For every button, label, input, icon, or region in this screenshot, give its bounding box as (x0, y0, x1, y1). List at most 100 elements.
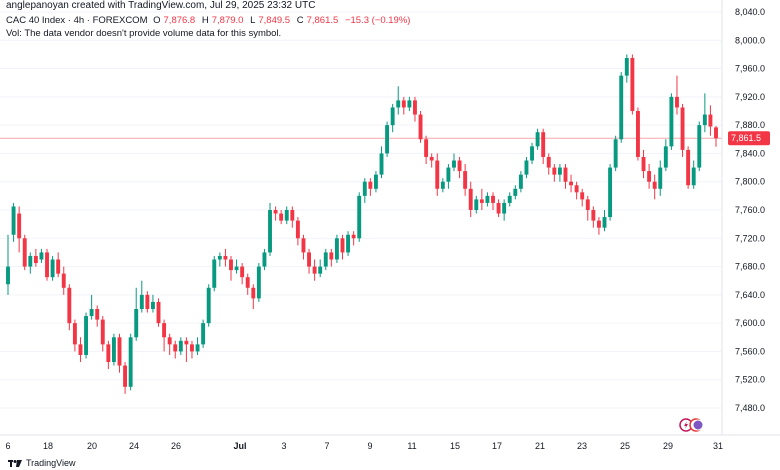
candle-body[interactable] (56, 259, 61, 274)
candle-body[interactable] (390, 107, 395, 126)
candle-body[interactable] (647, 171, 652, 182)
candle-body[interactable] (89, 309, 94, 317)
candle-body[interactable] (563, 167, 568, 182)
candle-body[interactable] (162, 323, 167, 338)
candle-body[interactable] (457, 160, 462, 172)
candle-body[interactable] (295, 220, 300, 239)
candle-body[interactable] (368, 181, 373, 189)
candle-body[interactable] (351, 234, 356, 239)
candle-body[interactable] (541, 132, 546, 157)
candle-body[interactable] (206, 287, 211, 324)
candle-body[interactable] (22, 238, 27, 267)
candle-body[interactable] (373, 174, 378, 189)
candle-body[interactable] (413, 100, 417, 115)
candle-body[interactable] (524, 160, 529, 175)
candle-body[interactable] (557, 167, 562, 175)
candle-body[interactable] (418, 114, 423, 140)
candle-body[interactable] (697, 125, 702, 168)
candle-body[interactable] (229, 259, 233, 271)
candle-body[interactable] (574, 185, 579, 193)
candle-body[interactable] (223, 255, 228, 260)
candle-body[interactable] (602, 217, 607, 228)
candle-body[interactable] (702, 114, 707, 126)
candle-body[interactable] (580, 192, 585, 200)
candle-body[interactable] (708, 114, 713, 127)
candle-body[interactable] (307, 252, 311, 267)
candle-body[interactable] (234, 266, 239, 271)
candle-body[interactable] (613, 139, 618, 168)
candle-body[interactable] (401, 100, 406, 108)
candle-body[interactable] (530, 146, 534, 161)
candle-body[interactable] (128, 337, 133, 387)
candle-body[interactable] (552, 167, 557, 175)
candle-body[interactable] (630, 57, 635, 111)
candle-body[interactable] (479, 199, 484, 203)
candle-body[interactable] (691, 167, 696, 186)
candle-body[interactable] (262, 252, 267, 267)
candle-body[interactable] (273, 210, 278, 214)
candle-body[interactable] (491, 195, 495, 203)
candle-body[interactable] (507, 195, 512, 203)
candle-body[interactable] (468, 188, 473, 210)
candle-body[interactable] (45, 252, 49, 278)
candle-body[interactable] (407, 100, 412, 108)
candle-body[interactable] (50, 259, 55, 278)
candle-body[interactable] (379, 153, 384, 175)
candle-body[interactable] (279, 213, 284, 221)
candle-body[interactable] (485, 195, 490, 203)
candle-body[interactable] (251, 287, 256, 299)
candle-body[interactable] (145, 294, 150, 309)
candle-body[interactable] (675, 96, 679, 108)
candle-body[interactable] (452, 160, 456, 168)
candle-body[interactable] (39, 252, 44, 260)
candle-body[interactable] (95, 309, 100, 320)
candle-body[interactable] (596, 220, 601, 228)
candle-body[interactable] (357, 195, 362, 239)
candle-body[interactable] (190, 344, 194, 352)
candle-body[interactable] (429, 156, 434, 161)
candle-body[interactable] (624, 57, 629, 76)
candle-body[interactable] (117, 337, 122, 366)
candle-body[interactable] (106, 344, 111, 363)
candle-body[interactable] (641, 156, 646, 172)
candle-body[interactable] (318, 266, 323, 274)
candle-body[interactable] (17, 213, 22, 239)
candle-body[interactable] (240, 266, 245, 278)
candle-body[interactable] (385, 125, 390, 154)
candle-body[interactable] (680, 107, 685, 150)
candle-body[interactable] (167, 337, 172, 345)
candle-body[interactable] (195, 344, 200, 352)
candle-body[interactable] (84, 316, 88, 355)
candle-body[interactable] (123, 365, 128, 387)
candle-body[interactable] (502, 202, 507, 214)
candle-body[interactable] (446, 167, 451, 182)
candle-body[interactable] (496, 202, 501, 214)
candle-body[interactable] (435, 160, 440, 189)
candle-body[interactable] (652, 181, 657, 189)
candle-body[interactable] (217, 255, 222, 260)
candle-body[interactable] (268, 210, 272, 253)
candle-body[interactable] (178, 340, 183, 352)
candle-body[interactable] (686, 149, 691, 186)
candle-body[interactable] (535, 132, 540, 147)
candle-body[interactable] (134, 309, 139, 338)
candle-body[interactable] (256, 266, 261, 299)
candle-body[interactable] (463, 171, 468, 189)
candle-body[interactable] (33, 255, 38, 264)
candle-body[interactable] (608, 167, 613, 218)
candle-body[interactable] (173, 344, 178, 352)
candle-body[interactable] (100, 319, 105, 345)
candle-body[interactable] (184, 340, 189, 345)
candle-body[interactable] (474, 199, 479, 210)
candle-body[interactable] (663, 146, 668, 168)
candle-body[interactable] (212, 259, 217, 288)
candle-body[interactable] (78, 344, 83, 355)
candle-body[interactable] (440, 181, 445, 189)
candle-body[interactable] (591, 210, 596, 221)
candle-body[interactable] (329, 252, 334, 260)
candle-body[interactable] (585, 199, 590, 210)
candle-body[interactable] (150, 301, 155, 309)
candle-body[interactable] (424, 139, 429, 157)
candle-body[interactable] (201, 323, 206, 345)
